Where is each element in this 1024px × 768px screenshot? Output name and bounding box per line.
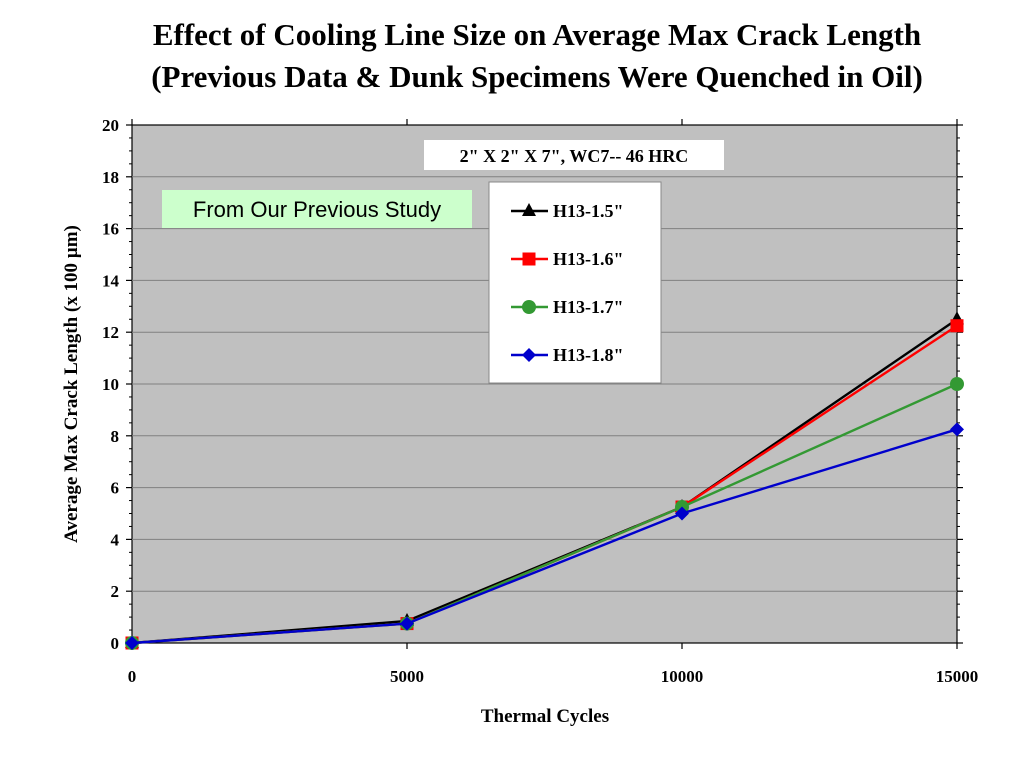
- legend-label: H13-1.6": [553, 249, 624, 269]
- legend-entry: H13-1.8": [511, 345, 624, 365]
- x-tick-label: 15000: [936, 667, 979, 686]
- annotation-text: From Our Previous Study: [193, 197, 441, 222]
- legend-marker: [522, 348, 536, 362]
- y-tick-label: 8: [111, 427, 120, 446]
- legend: H13-1.5" H13-1.6" H13-1.7" H13-1.8": [488, 181, 662, 384]
- x-tick-label: 0: [128, 667, 137, 686]
- x-tick-label: 10000: [661, 667, 704, 686]
- y-tick-label: 2: [111, 582, 120, 601]
- data-point: [950, 319, 964, 333]
- y-tick-label: 12: [102, 323, 119, 342]
- x-axis-ticks: 0 5000 10000 15000: [128, 119, 979, 686]
- legend-label: H13-1.5": [553, 201, 624, 221]
- x-tick-label: 5000: [390, 667, 424, 686]
- chart-subtitle: 2" X 2" X 7", WC7-- 46 HRC: [460, 146, 689, 166]
- y-tick-label: 10: [102, 375, 119, 394]
- y-tick-label: 18: [102, 168, 119, 187]
- y-tick-label: 0: [111, 634, 120, 653]
- y-axis-label: Average Max Crack Length (x 100 µm): [61, 225, 82, 543]
- data-point: [675, 506, 689, 521]
- data-point: [125, 636, 139, 650]
- legend-entry: H13-1.6": [511, 249, 624, 269]
- legend-label: H13-1.8": [553, 345, 624, 365]
- annotation-box: From Our Previous Study: [162, 190, 472, 228]
- series-4: [125, 422, 964, 650]
- data-point: [950, 377, 964, 391]
- chart-subtitle-box: 2" X 2" X 7", WC7-- 46 HRC: [424, 140, 724, 170]
- y-tick-label: 16: [102, 220, 119, 239]
- legend-marker: [522, 300, 536, 314]
- y-tick-label: 4: [111, 530, 120, 549]
- grid-lines: [132, 176, 957, 592]
- legend-marker: [522, 203, 536, 216]
- y-tick-label: 6: [111, 479, 120, 498]
- legend-box: [488, 181, 662, 384]
- legend-entry: H13-1.5": [511, 201, 624, 221]
- x-axis-label: Thermal Cycles: [481, 706, 609, 727]
- chart-title: Effect of Cooling Line Size on Average M…: [0, 14, 1024, 98]
- legend-label: H13-1.7": [553, 297, 624, 317]
- legend-entry: H13-1.7": [511, 297, 624, 317]
- series-line: [131, 428, 958, 645]
- y-axis-ticks: 0 2 4 6 8 10 12 14 16 18 20: [102, 116, 963, 653]
- y-tick-label: 20: [102, 116, 119, 135]
- data-point: [950, 422, 964, 437]
- data-point: [400, 616, 414, 631]
- series-layer: [125, 311, 964, 650]
- chart-title-line-1: Effect of Cooling Line Size on Average M…: [152, 17, 922, 52]
- legend-marker: [522, 252, 536, 266]
- y-tick-label: 14: [102, 271, 120, 290]
- chart-title-line-2: (Previous Data & Dunk Specimens Were Que…: [151, 59, 923, 94]
